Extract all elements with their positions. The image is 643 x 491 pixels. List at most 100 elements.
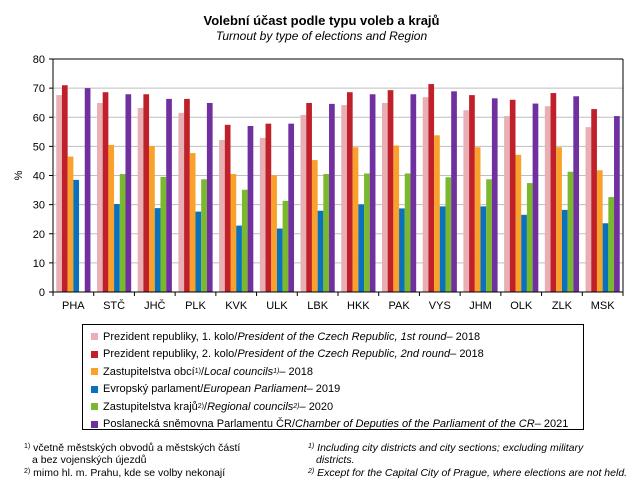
x-tick-labels: PHA STČ JHČ PLK KVK ULK LBK HKK PAK VYS JHM OLK ZLK M… <box>62 299 615 312</box>
legend-year: – 2018 <box>450 348 484 361</box>
legend-label-cz: Evropský parlament <box>103 383 201 396</box>
footnote-1-en: 1) Including city districts and city sec… <box>308 441 638 454</box>
bar <box>67 156 74 292</box>
bar <box>219 139 225 292</box>
bar <box>521 214 527 292</box>
legend-separator: / <box>200 383 204 396</box>
x-tick-label: KVK <box>225 300 248 312</box>
x-tick-label: ULK <box>266 300 288 312</box>
bar <box>306 102 312 292</box>
legend: Prezident republiky, 1. kolo / President… <box>82 324 584 430</box>
bars <box>56 84 620 293</box>
bar <box>160 176 167 292</box>
bar <box>73 179 80 292</box>
bar <box>434 135 440 292</box>
legend-swatch-president-1st-round <box>91 333 98 341</box>
bar <box>224 124 231 292</box>
bar <box>195 211 202 292</box>
y-tick-label: 30 <box>33 200 45 212</box>
legend-label-en: Local councils <box>204 365 274 378</box>
bar <box>591 109 597 292</box>
footnote-1-cz-cont: a bez vojenských újezdů <box>32 454 147 466</box>
bar <box>114 204 120 292</box>
footnote-2-en: 2) Except for the Capital City of Prague… <box>308 466 638 479</box>
legend-swatch-european-parliament <box>91 385 98 393</box>
bar <box>230 174 237 292</box>
legend-label-en: Regional councils <box>207 400 294 413</box>
legend-swatch-president-2nd-round <box>91 350 98 358</box>
footnote-text: Except for the Capital City of Prague, w… <box>317 467 628 479</box>
y-tick-label: 70 <box>33 83 45 95</box>
bar <box>608 197 615 292</box>
legend-separator: / <box>204 400 208 413</box>
bar <box>393 145 400 292</box>
y-tick-label: 50 <box>33 141 45 153</box>
bar <box>614 116 620 293</box>
chart-title: Volební účast podle typu voleb a krajů <box>203 13 440 28</box>
x-tick-label: MSK <box>591 300 616 312</box>
bar <box>422 97 429 292</box>
footnote-number: 1) <box>308 443 315 450</box>
footnote-text: mimo hl. m. Prahu, kde se volby nekonají <box>33 467 226 479</box>
bar <box>154 208 161 292</box>
chart-subtitle: Turnout by type of elections and Region <box>215 29 428 43</box>
bar <box>206 102 213 292</box>
bar <box>149 146 155 292</box>
legend-label-cz: Zastupitelstva obcí <box>103 365 195 378</box>
bar <box>515 154 522 292</box>
legend-year: – 2020 <box>299 400 334 413</box>
legend-separator: / <box>291 418 295 431</box>
legend-swatch-chamber-of-deputies <box>91 420 98 428</box>
footnote-text: Including city districts and city sectio… <box>317 442 584 454</box>
bar <box>561 209 568 292</box>
y-tick-label: 60 <box>33 112 45 124</box>
bar <box>143 94 150 293</box>
bar <box>178 112 185 292</box>
bar <box>463 110 470 292</box>
legend-separator: / <box>234 330 238 343</box>
bar <box>247 125 254 292</box>
legend-item: Prezident republiky, 2. kolo / President… <box>91 346 583 364</box>
bar <box>585 127 592 292</box>
bar <box>346 92 353 292</box>
bar <box>271 175 277 292</box>
bar <box>125 94 132 293</box>
y-tick-labels: 0 10 20 30 40 50 60 70 80 <box>33 54 45 299</box>
footnote-text: včetně městských obvodů a městských část… <box>33 442 241 454</box>
legend-item: Evropský parlament / European Parliament… <box>91 381 583 399</box>
y-tick-label: 40 <box>33 171 45 183</box>
bar <box>259 137 266 292</box>
bar <box>276 228 283 292</box>
bar <box>329 103 335 292</box>
x-tick-label: PHA <box>62 300 85 312</box>
bar <box>102 92 109 292</box>
bar <box>282 200 289 292</box>
bar <box>323 174 330 292</box>
x-tick-label: HKK <box>347 300 370 312</box>
legend-item: Zastupitelstva obcí 1) / Local councils 1)… <box>91 363 583 381</box>
legend-label-cz: Poslanecká sněmovna Parlamentu ČR <box>103 418 292 431</box>
y-tick-label: 10 <box>33 258 45 270</box>
x-tick-label: LBK <box>307 300 328 312</box>
bar <box>137 107 144 293</box>
footnotes-czech: 1) včetně městských obvodů a městských č… <box>24 441 294 479</box>
legend-label-en: President of the Czech Republic, 1st rou… <box>237 330 447 343</box>
bar <box>387 90 394 292</box>
bar <box>550 93 557 292</box>
legend-label-en: European Parliament <box>203 383 307 396</box>
bar <box>532 103 539 292</box>
axes <box>49 58 624 296</box>
bar <box>504 116 510 293</box>
footnote-2-cz: 2) mimo hl. m. Prahu, kde se volby nekon… <box>24 466 294 479</box>
legend-separator: / <box>234 348 238 361</box>
y-tick-label: 20 <box>33 229 45 241</box>
x-tick-label: JHM <box>469 300 492 312</box>
bar <box>491 98 498 292</box>
bar <box>509 99 516 293</box>
legend-label-en: Chamber of Deputies of the Parliament of… <box>295 418 535 431</box>
legend-separator: / <box>200 365 205 378</box>
bar <box>596 170 603 292</box>
bar <box>119 174 126 292</box>
legend-year: – 2021 <box>534 418 569 431</box>
bar <box>166 98 172 293</box>
